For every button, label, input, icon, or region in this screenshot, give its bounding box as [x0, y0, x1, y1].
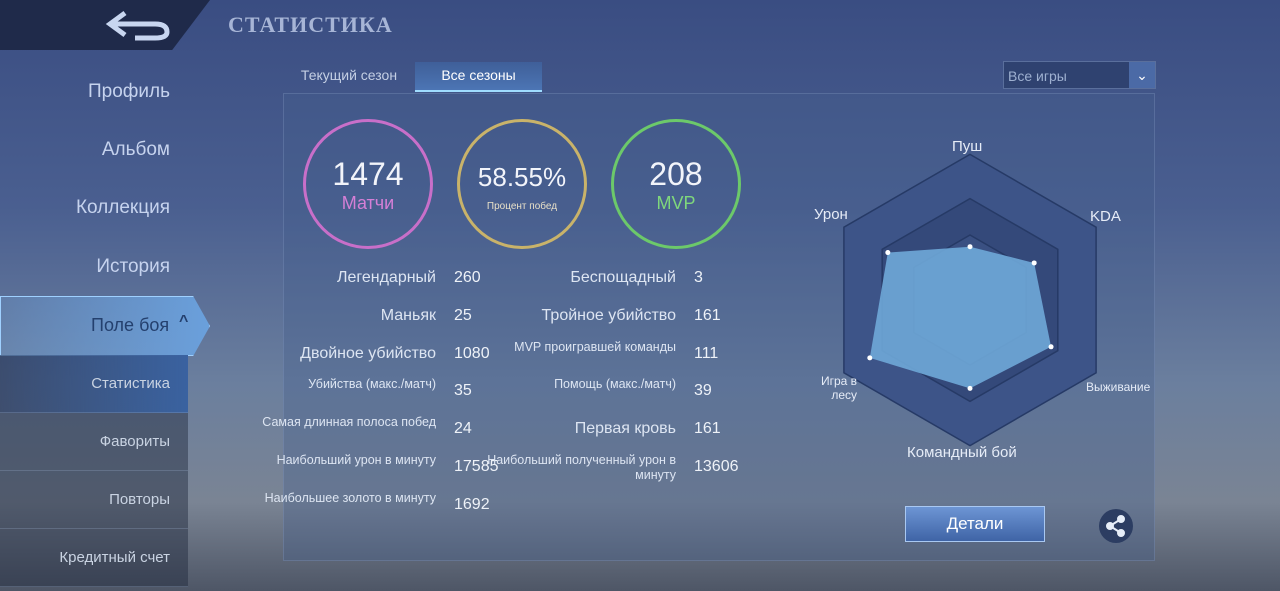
stat-value: 1692 [454, 496, 490, 513]
tab-current-season[interactable]: Текущий сезон [300, 67, 398, 83]
sidebar-item-battlefield[interactable]: Поле боя ^ [0, 296, 210, 356]
stat-value: 39 [694, 382, 712, 399]
winrate-label: Процент побед [486, 201, 558, 212]
stat-label: Помощь (макс./матч) [554, 377, 676, 391]
stat-label: Маньяк [380, 307, 436, 324]
stat-label: Беспощадный [570, 269, 676, 286]
page-title: СТАТИСТИКА [228, 12, 393, 37]
sidebar-item-history[interactable]: История [96, 256, 170, 277]
sidebar-item-album[interactable]: Альбом [101, 139, 170, 160]
back-button[interactable] [0, 0, 210, 50]
game-mode-value: Все игры [1008, 68, 1067, 84]
stat-value: 260 [454, 269, 481, 286]
stat-label: Наибольший урон в минуту [276, 453, 436, 467]
stat-value: 17585 [454, 458, 499, 475]
stat-label: Убийства (макс./матч) [308, 377, 436, 391]
details-button[interactable]: Детали [905, 506, 1045, 542]
sidebar-subitem-credit[interactable]: Кредитный счет [0, 529, 188, 587]
radar-point [967, 385, 973, 391]
sidebar-subitem-replays[interactable]: Повторы [0, 471, 188, 529]
mvp-value: 208 [649, 156, 703, 192]
sidebar-subitem-statistics[interactable]: Статистика [0, 355, 188, 413]
radar-area [869, 246, 1052, 389]
share-icon[interactable] [1099, 509, 1133, 543]
stat-label: MVP проигравшей команды [514, 340, 676, 354]
chevron-up-icon: ^ [179, 313, 189, 330]
winrate-circle: 58.55% Процент побед [457, 119, 587, 249]
sidebar-subitem-favorites[interactable]: Фавориты [0, 413, 188, 471]
radar-point [1031, 260, 1037, 266]
sidebar-item-label: Поле боя [91, 315, 170, 335]
back-arrow-icon [105, 10, 170, 41]
stat-value: 24 [454, 420, 472, 437]
stat-label: Наибольшее золото в минуту [264, 491, 436, 505]
chevron-down-icon: ⌄ [1129, 62, 1155, 88]
radar-chart [843, 153, 1097, 447]
sidebar-item-profile[interactable]: Профиль [87, 81, 170, 102]
stat-label: Самая длинная полоса побед [262, 415, 436, 429]
radar-point [967, 244, 973, 250]
matches-circle: 1474 Матчи [303, 119, 433, 249]
stat-value: 161 [694, 420, 721, 437]
axis-label-push: Пуш [952, 138, 983, 155]
stat-label: Первая кровь [574, 420, 676, 437]
stat-value: 13606 [694, 458, 739, 475]
stat-value: 35 [454, 382, 472, 399]
radar-point [885, 250, 891, 256]
radar-point [1048, 344, 1054, 350]
sidebar-item-collection[interactable]: Коллекция [75, 197, 170, 218]
stat-label: Тройное убийство [541, 307, 676, 324]
axis-label-damage: Урон [814, 206, 848, 223]
axis-label-survival: Выживание [1086, 380, 1151, 394]
stat-label: Двойное убийство [300, 345, 436, 362]
radar-point [867, 355, 873, 361]
game-mode-select[interactable]: Все игры ⌄ [1003, 61, 1156, 89]
stat-value: 161 [694, 307, 721, 324]
matches-label: Матчи [341, 193, 395, 213]
stat-value: 1080 [454, 345, 490, 362]
axis-label-teamfight: Командный бой [907, 444, 1017, 461]
matches-value: 1474 [332, 156, 404, 192]
stat-value: 3 [694, 269, 703, 286]
stat-value: 25 [454, 307, 472, 324]
stat-value: 111 [694, 345, 719, 362]
tab-all-seasons[interactable]: Все сезоны [415, 62, 542, 92]
axis-label-kda: KDA [1090, 208, 1121, 225]
mvp-label: MVP [656, 193, 696, 213]
stat-label: Наибольший полученный урон в минуту [487, 453, 676, 482]
stat-label: Легендарный [336, 269, 436, 286]
winrate-value: 58.55% [477, 162, 567, 192]
mvp-circle: 208 MVP [611, 119, 741, 249]
axis-label-jungle: Игра в лесу [820, 374, 857, 402]
